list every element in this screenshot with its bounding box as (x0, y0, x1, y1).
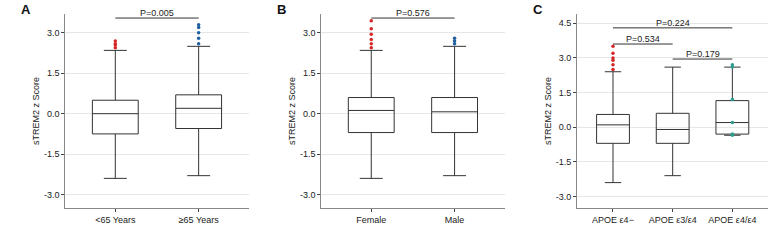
svg-text:1.5: 1.5 (47, 68, 60, 78)
svg-text:C: C (533, 2, 543, 17)
svg-text:-1.5: -1.5 (44, 149, 60, 159)
svg-text:P=0.224: P=0.224 (656, 18, 690, 28)
svg-text:Female: Female (356, 215, 386, 225)
svg-text:3.0: 3.0 (303, 28, 316, 38)
svg-text:-1.5: -1.5 (556, 157, 572, 167)
svg-text:sTREM2 z Score: sTREM2 z Score (287, 77, 297, 145)
svg-text:0.0: 0.0 (303, 109, 316, 119)
svg-text:B: B (277, 2, 286, 17)
svg-text:sTREM2 z Score: sTREM2 z Score (543, 77, 553, 145)
svg-text:APOE ε4/ε4: APOE ε4/ε4 (708, 215, 756, 225)
svg-text:APOE ε4−: APOE ε4− (592, 215, 634, 225)
svg-text:-3.0: -3.0 (556, 192, 572, 202)
svg-text:-3.0: -3.0 (44, 190, 60, 200)
svg-text:P=0.576: P=0.576 (396, 8, 430, 18)
svg-text:1.5: 1.5 (559, 88, 572, 98)
svg-text:Male: Male (445, 215, 465, 225)
svg-text:APOE ε3/ε4: APOE ε3/ε4 (649, 215, 697, 225)
svg-text:<65 Years: <65 Years (95, 215, 136, 225)
svg-text:P=0.534: P=0.534 (626, 34, 660, 44)
svg-text:P=0.179: P=0.179 (686, 49, 720, 59)
svg-text:1.5: 1.5 (303, 68, 316, 78)
svg-text:0.0: 0.0 (559, 122, 572, 132)
svg-text:3.0: 3.0 (559, 53, 572, 63)
svg-text:0.0: 0.0 (47, 109, 60, 119)
svg-text:≥65 Years: ≥65 Years (179, 215, 219, 225)
svg-text:sTREM2 z Score: sTREM2 z Score (31, 77, 41, 145)
svg-text:A: A (21, 2, 31, 17)
svg-text:-1.5: -1.5 (300, 149, 316, 159)
svg-text:-3.0: -3.0 (300, 190, 316, 200)
svg-text:4.5: 4.5 (559, 18, 572, 28)
svg-text:P=0.005: P=0.005 (140, 8, 174, 18)
svg-text:3.0: 3.0 (47, 28, 60, 38)
